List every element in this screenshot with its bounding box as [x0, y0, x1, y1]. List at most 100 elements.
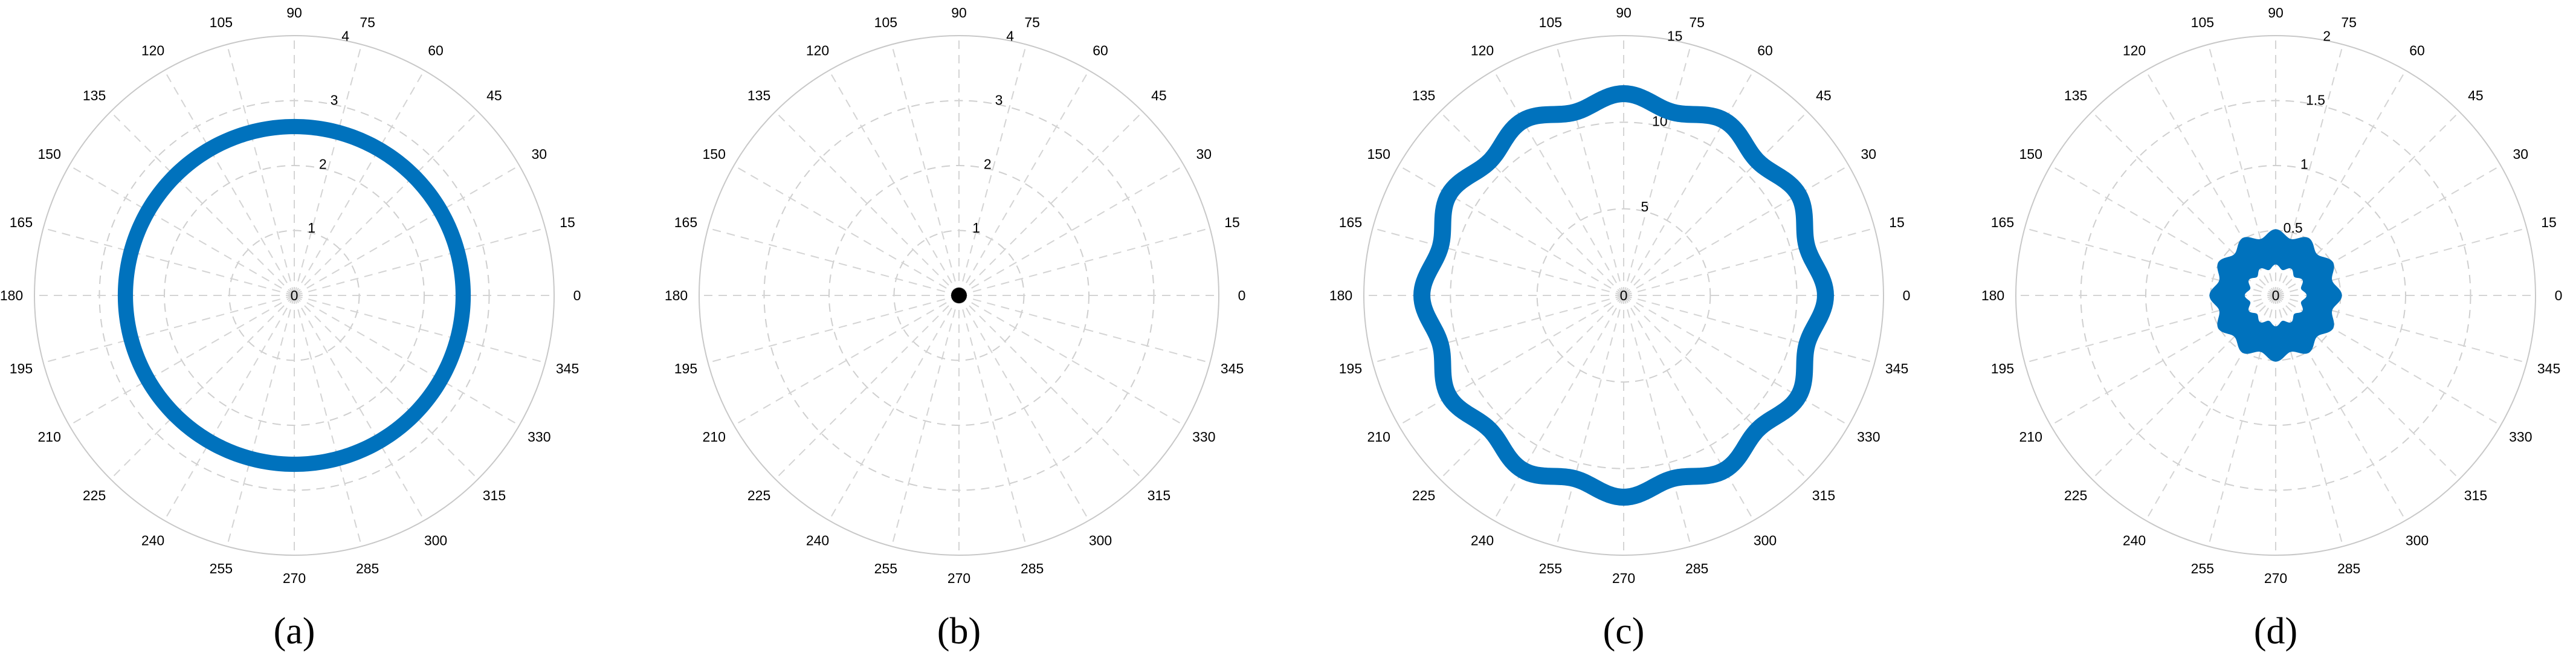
theta-grid-line — [1623, 44, 1692, 296]
theta-tick-label: 45 — [1816, 88, 1832, 103]
theta-tick-label: 345 — [1221, 361, 1244, 376]
theta-tick-label: 330 — [2509, 429, 2532, 445]
theta-grid-line — [294, 295, 520, 426]
theta-grid-line — [226, 44, 295, 296]
theta-tick-label: 150 — [38, 146, 61, 162]
theta-grid-line — [110, 295, 295, 480]
theta-grid-line — [734, 165, 960, 296]
theta-tick-label: 90 — [286, 5, 302, 21]
theta-grid-line — [43, 295, 295, 364]
theta-tick-label: 180 — [0, 288, 23, 303]
theta-tick-label: 180 — [1329, 288, 1352, 303]
theta-tick-label: 210 — [38, 429, 61, 445]
theta-tick-label: 120 — [141, 43, 164, 59]
theta-grid-line — [708, 295, 960, 364]
theta-grid-line — [294, 111, 479, 296]
theta-tick-label: 15 — [1224, 214, 1240, 230]
r-tick-label: 1 — [308, 220, 315, 236]
theta-grid-line — [1623, 295, 1875, 364]
theta-tick-label: 225 — [1412, 488, 1435, 503]
theta-tick-label: 0 — [1903, 288, 1911, 303]
r-tick-label: 0 — [2272, 288, 2280, 303]
theta-grid-line — [958, 295, 1184, 426]
theta-tick-label: 60 — [428, 43, 444, 59]
theta-tick-label: 195 — [1991, 361, 2014, 376]
outer-circle — [699, 35, 1219, 556]
theta-tick-label: 240 — [141, 532, 164, 548]
theta-tick-label: 150 — [2019, 146, 2042, 162]
panel-label: (c) — [1603, 611, 1645, 652]
theta-grid-line — [1623, 111, 1808, 296]
theta-tick-label: 90 — [1616, 5, 1632, 21]
theta-tick-label: 210 — [2019, 429, 2042, 445]
theta-tick-label: 15 — [560, 214, 575, 230]
theta-tick-label: 345 — [556, 361, 579, 376]
series-band — [2209, 229, 2342, 362]
theta-tick-label: 330 — [528, 429, 550, 445]
r-tick-label: 2 — [319, 156, 327, 172]
r-tick-label: 15 — [1667, 28, 1683, 44]
theta-tick-label: 15 — [2541, 214, 2557, 230]
theta-tick-label: 135 — [747, 88, 770, 103]
theta-tick-label: 240 — [1471, 532, 1494, 548]
polar-chart-3: 0153045607590105120135150165180195210225… — [1329, 5, 1911, 652]
theta-grid-line — [1439, 111, 1624, 296]
r-tick-label: 0 — [1620, 288, 1628, 303]
theta-tick-label: 300 — [2406, 532, 2429, 548]
theta-tick-label: 60 — [1093, 43, 1108, 59]
theta-tick-label: 300 — [424, 532, 447, 548]
theta-tick-label: 75 — [1689, 14, 1705, 30]
r-tick-label: 4 — [1006, 28, 1014, 44]
theta-grid-line — [294, 227, 546, 296]
theta-tick-label: 165 — [1991, 214, 2014, 230]
theta-tick-label: 285 — [2337, 561, 2360, 576]
theta-tick-label: 330 — [1857, 429, 1880, 445]
theta-tick-label: 135 — [83, 88, 106, 103]
theta-tick-label: 105 — [1539, 14, 1562, 30]
theta-tick-label: 300 — [1754, 532, 1777, 548]
theta-tick-label: 0 — [2555, 288, 2563, 303]
theta-tick-label: 255 — [2191, 561, 2214, 576]
theta-tick-label: 240 — [806, 532, 829, 548]
theta-tick-label: 120 — [1471, 43, 1494, 59]
theta-tick-label: 75 — [2341, 14, 2357, 30]
panel-label: (a) — [274, 611, 315, 652]
theta-grid-line — [891, 44, 960, 296]
data-point — [951, 288, 967, 303]
theta-tick-label: 45 — [486, 88, 502, 103]
theta-tick-label: 30 — [2513, 146, 2529, 162]
theta-tick-label: 75 — [360, 14, 375, 30]
r-tick-label: 5 — [1641, 199, 1648, 214]
r-grid-circle — [1536, 208, 1711, 383]
theta-tick-label: 0 — [573, 288, 581, 303]
theta-grid-line — [164, 295, 295, 521]
theta-tick-label: 225 — [747, 488, 770, 503]
r-grid-circle — [828, 165, 1089, 426]
theta-tick-label: 225 — [2064, 488, 2087, 503]
theta-tick-label: 210 — [1367, 429, 1390, 445]
theta-grid-line — [1555, 295, 1624, 547]
polar-chart-4: 0153045607590105120135150165180195210225… — [1981, 5, 2563, 652]
theta-tick-label: 270 — [1612, 570, 1635, 586]
theta-tick-label: 120 — [2123, 43, 2146, 59]
outer-circle — [2015, 35, 2536, 556]
theta-tick-label: 225 — [83, 488, 106, 503]
theta-tick-label: 165 — [674, 214, 697, 230]
theta-tick-label: 315 — [1812, 488, 1835, 503]
theta-tick-label: 90 — [2268, 5, 2284, 21]
r-tick-label: 4 — [341, 28, 349, 44]
theta-tick-label: 285 — [1685, 561, 1708, 576]
theta-tick-label: 240 — [2123, 532, 2146, 548]
theta-tick-label: 270 — [2264, 570, 2287, 586]
theta-grid-line — [294, 295, 363, 547]
theta-tick-label: 60 — [2409, 43, 2425, 59]
theta-tick-label: 30 — [1861, 146, 1877, 162]
r-tick-label: 1.5 — [2306, 92, 2325, 108]
panel-label: (d) — [2254, 611, 2297, 652]
theta-grid-line — [294, 70, 425, 296]
theta-tick-label: 180 — [1981, 288, 2004, 303]
theta-tick-label: 255 — [210, 561, 233, 576]
theta-tick-label: 285 — [1021, 561, 1044, 576]
theta-tick-label: 255 — [874, 561, 897, 576]
theta-tick-label: 315 — [2464, 488, 2487, 503]
